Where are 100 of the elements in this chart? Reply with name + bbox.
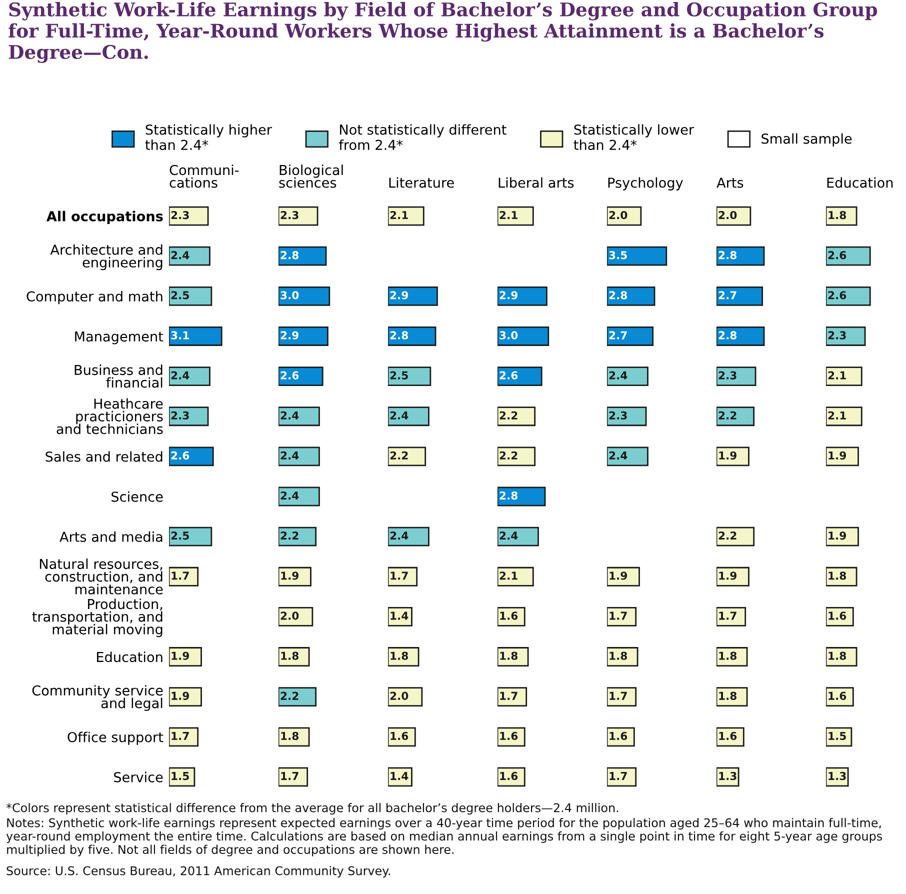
bar xyxy=(278,486,320,506)
data-label: 2.8 xyxy=(609,291,628,300)
data-label: 1.5 xyxy=(172,772,189,780)
data-label: 2.9 xyxy=(390,291,408,300)
bar xyxy=(607,606,637,626)
data-label: 1.6 xyxy=(500,772,518,780)
data-label: 2.8 xyxy=(280,251,299,260)
bar xyxy=(388,446,426,466)
data-label: 1.8 xyxy=(390,652,408,660)
text: Notes: Synthetic work-life earnings represent expected earnings over a 40-year time period for the population aged 25–64 who maintain full-time, year-round employment the entire time. Calculations are based on median annual earnings from a single point in time for eight 5-year age groups multiplied by five. Not all fields of degree and occupations are shown here. xyxy=(6,818,882,856)
data-label: 1.6 xyxy=(390,732,408,740)
data-label: 1.8 xyxy=(719,652,737,660)
data-label: 1.8 xyxy=(281,652,299,660)
y-tick-label: Education xyxy=(97,652,162,662)
data-label: 1.8 xyxy=(500,652,518,660)
bar xyxy=(498,326,550,346)
bar xyxy=(498,727,526,747)
bar xyxy=(278,206,318,226)
bar xyxy=(716,687,748,707)
bar xyxy=(498,286,548,306)
bar xyxy=(826,286,871,306)
data-label: 2.4 xyxy=(280,451,299,460)
bar xyxy=(388,727,416,747)
data-label: 2.6 xyxy=(828,291,846,300)
data-label: 1.6 xyxy=(828,692,846,700)
data-label: 1.7 xyxy=(281,772,298,780)
data-label: 1.7 xyxy=(610,692,627,700)
data-label: 1.7 xyxy=(610,772,627,780)
data-label: 2.3 xyxy=(718,371,736,380)
bar xyxy=(388,286,438,306)
data-label: 1.8 xyxy=(828,210,846,220)
bar xyxy=(388,687,423,707)
bar xyxy=(388,406,430,426)
legend-label: Statistically higher than 2.4* xyxy=(145,124,272,150)
data-label: 2.8 xyxy=(718,331,737,340)
data-label: 2.6 xyxy=(500,371,518,380)
data-label: 1.9 xyxy=(719,572,736,580)
bar xyxy=(169,566,199,586)
y-tick-label: Architecture and engineering xyxy=(50,244,162,270)
bar xyxy=(826,687,854,707)
data-label: 2.6 xyxy=(280,371,299,380)
data-label: 2.4 xyxy=(280,491,299,500)
data-label: 1.8 xyxy=(281,732,299,740)
chart-title: Arts xyxy=(716,178,744,188)
data-label: 1.7 xyxy=(172,732,189,740)
bar xyxy=(278,566,312,586)
bar xyxy=(826,566,858,586)
bar xyxy=(278,687,317,707)
bar xyxy=(169,366,210,386)
data-label: 2.2 xyxy=(280,692,298,700)
data-label: 1.8 xyxy=(610,652,628,660)
bar xyxy=(278,286,330,306)
bar xyxy=(278,326,328,346)
data-label: 2.2 xyxy=(500,411,518,420)
data-label: 1.8 xyxy=(828,652,846,660)
bar xyxy=(498,206,534,226)
bar xyxy=(716,566,750,586)
data-label: 1.4 xyxy=(390,612,408,620)
data-label: 3.5 xyxy=(609,251,627,260)
data-label: 2.1 xyxy=(828,371,846,380)
data-label: 2.8 xyxy=(500,491,518,500)
data-label: 1.7 xyxy=(610,612,627,620)
data-label: 2.2 xyxy=(280,532,298,540)
y-tick-label: Science xyxy=(112,491,163,502)
data-label: 2.1 xyxy=(500,572,518,580)
bar xyxy=(388,366,432,386)
bar xyxy=(716,606,746,626)
data-label: 2.3 xyxy=(171,411,189,420)
y-tick-label: Community service and legal xyxy=(32,685,163,711)
data-label: 2.0 xyxy=(609,210,628,220)
bar xyxy=(388,326,436,346)
chart-title: Education xyxy=(827,177,893,188)
legend-label: Not statistically different from 2.4* xyxy=(338,124,506,150)
data-label: 2.0 xyxy=(718,210,737,220)
bar xyxy=(607,326,654,346)
text: *Colors represent statistical difference from the average for all bachelor’s degree holders—2.4 million. xyxy=(6,803,618,815)
bar xyxy=(278,366,324,386)
bar xyxy=(169,647,202,666)
y-tick-label: Computer and math xyxy=(26,290,162,304)
data-label: 1.9 xyxy=(281,572,298,580)
bar xyxy=(607,406,647,426)
data-label: 1.8 xyxy=(719,692,737,700)
y-tick-label: Production, transportation, and material moving xyxy=(32,598,162,638)
data-label: 2.4 xyxy=(171,371,190,380)
bar xyxy=(826,446,859,466)
bar xyxy=(169,687,202,707)
data-label: 1.6 xyxy=(500,732,518,740)
bar xyxy=(716,446,750,466)
data-label: 2.2 xyxy=(718,411,736,420)
data-label: 2.8 xyxy=(718,251,737,260)
data-label: 1.7 xyxy=(500,692,518,700)
bar xyxy=(169,406,209,426)
bar xyxy=(607,566,640,586)
chart-title: Liberal arts xyxy=(498,177,574,188)
y-tick-label: Natural resources, construction, and maintenance xyxy=(40,558,163,594)
data-label: 1.7 xyxy=(172,572,189,580)
source-note: Source: U.S. Census Bureau, 2011 American Community Survey. xyxy=(6,866,390,878)
bar xyxy=(716,526,755,546)
legend-label: Statistically lower than 2.4* xyxy=(574,124,694,150)
bar xyxy=(498,526,539,546)
